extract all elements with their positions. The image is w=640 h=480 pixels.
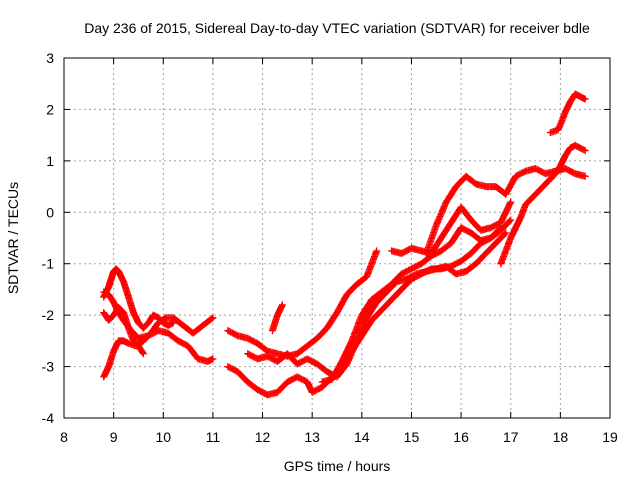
marker-track (100, 288, 217, 365)
marker-track (497, 141, 589, 268)
y-tick-label: -4 (42, 410, 55, 426)
x-axis-label: GPS time / hours (284, 458, 391, 474)
x-tick-label: 16 (453, 429, 469, 445)
series-track-12 (497, 141, 589, 268)
x-tick-label: 10 (155, 429, 171, 445)
y-tick-label: 1 (46, 153, 54, 169)
plot-frame (63, 57, 611, 419)
series-track-9 (318, 216, 515, 386)
y-tick-label: 0 (46, 204, 54, 220)
series-track-13 (546, 90, 589, 137)
x-tick-label: 9 (110, 429, 118, 445)
x-tick-label: 8 (60, 429, 68, 445)
x-tick-label: 14 (354, 429, 370, 445)
marker-track (100, 265, 177, 332)
marker-track (244, 229, 510, 381)
y-axis-label: SDTVAR / TECUs (5, 182, 21, 294)
series-track-1 (100, 314, 217, 381)
marker-track (269, 301, 286, 335)
series-track-2 (100, 265, 177, 332)
marker-track (100, 314, 217, 381)
y-tick-label: 2 (46, 101, 54, 117)
chart-title: Day 236 of 2015, Sidereal Day-to-day VTE… (84, 20, 590, 36)
marker-track (318, 216, 515, 386)
y-tick-label: -3 (42, 359, 55, 375)
x-tick-label: 15 (404, 429, 420, 445)
series-track-7 (244, 229, 510, 381)
x-tick-label: 11 (206, 429, 221, 445)
y-tick-label: -2 (42, 307, 55, 323)
series-track-8 (269, 301, 286, 335)
x-tick-label: 18 (553, 429, 569, 445)
x-tick-label: 17 (503, 429, 519, 445)
data-markers (100, 90, 589, 399)
y-tick-label: -1 (42, 256, 55, 272)
x-tick-label: 12 (255, 429, 271, 445)
series-track-4 (100, 288, 217, 365)
marker-track (422, 165, 589, 257)
marker-track (546, 90, 589, 137)
x-tick-label: 19 (602, 429, 618, 445)
grid (64, 58, 610, 418)
x-tick-label: 13 (304, 429, 320, 445)
series-track-11 (422, 165, 589, 257)
y-tick-label: 3 (46, 50, 54, 66)
